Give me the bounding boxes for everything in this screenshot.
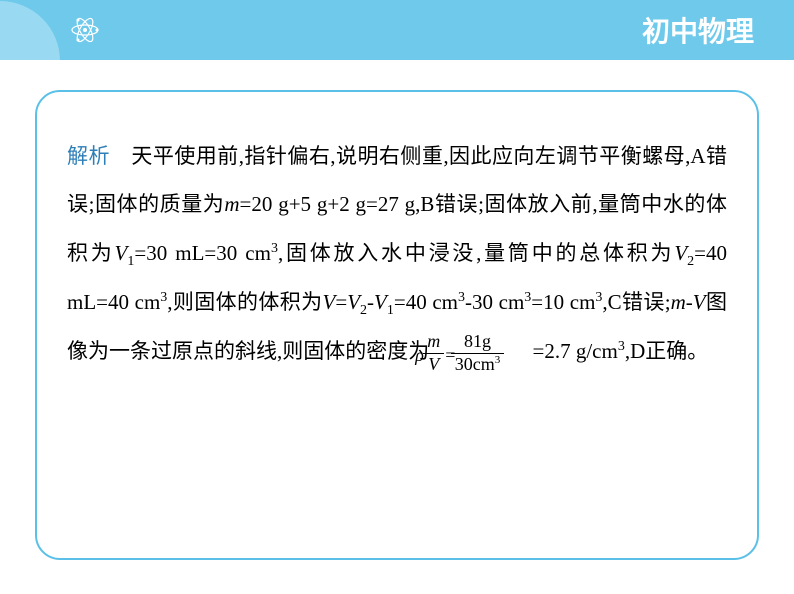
v1-equation: =30 mL=30 cm [134, 241, 271, 265]
result-text: =2.7 g/cm [533, 339, 618, 363]
frac2-num: 81g [451, 331, 505, 354]
minus-1: - [367, 290, 374, 314]
atom-icon [70, 15, 100, 45]
cm3-sup-6: 3 [618, 339, 625, 354]
vol-eq: =40 cm [394, 290, 458, 314]
solution-label: 解析 [67, 144, 110, 168]
text-p4: ,C错误; [602, 290, 670, 314]
cm3-sup-1: 3 [271, 241, 278, 256]
fraction-mv: mρV= [423, 331, 444, 375]
v2-var-2: V [347, 290, 360, 314]
v-variable: V [323, 290, 336, 314]
cm3-sup-3: 3 [458, 290, 465, 305]
v2-sub-2: 2 [360, 303, 367, 318]
text-p3: ,则固体的体积为 [167, 290, 322, 314]
explanation-text: 解析 天平使用前,指针偏右,说明右侧重,因此应向左调节平衡螺母,A错误;固体的质… [67, 132, 727, 376]
mv-dash: - [686, 290, 693, 314]
fraction-density: 81g30cm3 [451, 331, 505, 375]
text-p2: ,固体放入水中浸没,量筒中的总体积为 [278, 241, 674, 265]
vol-res: =10 cm [531, 290, 595, 314]
frac1-num: m [423, 331, 444, 354]
v1-sub-2: 1 [387, 303, 394, 318]
eq-1: = [335, 290, 347, 314]
mass-variable: m [224, 192, 239, 216]
vol-mid: -30 cm [465, 290, 524, 314]
header-title: 初中物理 [642, 10, 754, 50]
content-box: 解析 天平使用前,指针偏右,说明右侧重,因此应向左调节平衡螺母,A错误;固体的质… [35, 90, 759, 560]
v2-variable: V [674, 241, 687, 265]
v1-variable: V [115, 241, 128, 265]
header-curve-decoration [0, 1, 60, 61]
v1-var-2: V [374, 290, 387, 314]
text-p6: ,D正确。 [625, 339, 708, 363]
rho-variable: ρ [415, 345, 424, 367]
rho-fraction-overlap: mρV= [421, 327, 446, 375]
frac2-den: 30cm3 [451, 354, 505, 376]
frac1-den: ρV= [423, 354, 444, 376]
mv-v: V [693, 290, 706, 314]
mv-m: m [671, 290, 686, 314]
header-bar: 初中物理 [0, 0, 794, 60]
